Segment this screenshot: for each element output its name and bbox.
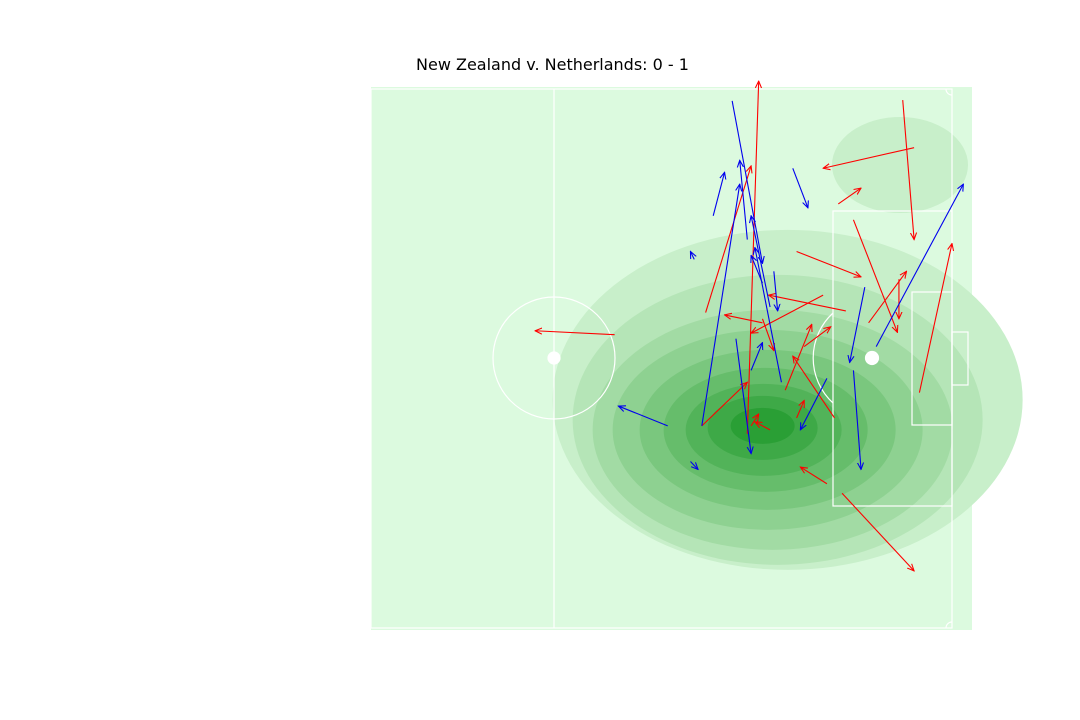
pass-arrow-blue-12 — [773, 271, 778, 311]
corner-arc-top — [945, 88, 953, 96]
pass-arrow-red-8 — [796, 250, 861, 276]
pass-arrow-blue-7 — [750, 343, 762, 371]
pass-arrow-red-13 — [705, 166, 751, 313]
pass-arrow-blue-10 — [850, 287, 866, 362]
pass-arrow-blue-2 — [735, 338, 751, 454]
pass-arrow-red-14 — [796, 401, 805, 419]
pass-arrow-red-7 — [823, 147, 915, 169]
pass-arrow-red-23 — [755, 422, 771, 431]
pass-arrow-red-24 — [750, 414, 759, 427]
pass-arrow-blue-9 — [852, 370, 861, 469]
pass-arrow-blue-15 — [618, 406, 668, 427]
center-circle — [492, 296, 616, 420]
pass-arrow-red-22 — [803, 327, 831, 348]
corner-arc-bottom — [945, 621, 953, 629]
pass-arrow-blue-5 — [740, 160, 748, 240]
pass-arrow-red-20 — [535, 331, 615, 336]
pass-arrow-red-1 — [841, 492, 914, 571]
density-contour-lobe — [832, 117, 968, 213]
goal — [951, 331, 969, 386]
pass-arrow-blue-1 — [690, 461, 698, 470]
pass-arrows — [535, 81, 963, 571]
center-spot — [547, 351, 561, 365]
pass-arrow-red-2 — [701, 382, 747, 427]
chart-title: New Zealand v. Netherlands: 0 - 1 — [416, 55, 689, 74]
pass-arrow-red-9 — [868, 271, 907, 324]
pass-arrow-blue-18 — [792, 168, 808, 208]
pass-arrow-red-17 — [761, 318, 773, 351]
pitch-markings — [370, 88, 969, 629]
pass-arrow-blue-3 — [731, 100, 762, 263]
pass-arrow-red-16 — [852, 219, 897, 333]
pass-arrow-red-18 — [902, 100, 914, 240]
pass-arrow-blue-14 — [751, 255, 763, 284]
density-layer — [552, 117, 1023, 570]
pass-arrow-blue-16 — [690, 251, 694, 260]
penalty-spot — [864, 350, 880, 366]
pass-arrow-red-3 — [793, 356, 835, 419]
pass-arrow-red-21 — [837, 188, 861, 205]
pass-arrow-red-5 — [800, 467, 828, 485]
pass-arrow-red-19 — [725, 315, 763, 324]
pass-arrow-blue-4 — [755, 248, 782, 383]
pass-arrow-blue-11 — [800, 378, 828, 430]
penalty-arc — [812, 312, 834, 404]
pass-arrow-blue-8 — [875, 184, 963, 347]
pass-arrow-red-10 — [784, 324, 812, 391]
pass-arrow-blue-6 — [751, 216, 771, 308]
pass-arrow-blue-17 — [712, 172, 724, 216]
pass-arrow-red-11 — [751, 294, 824, 333]
pass-arrow-blue-13 — [701, 184, 740, 426]
pass-arrow-red-15 — [918, 244, 952, 393]
